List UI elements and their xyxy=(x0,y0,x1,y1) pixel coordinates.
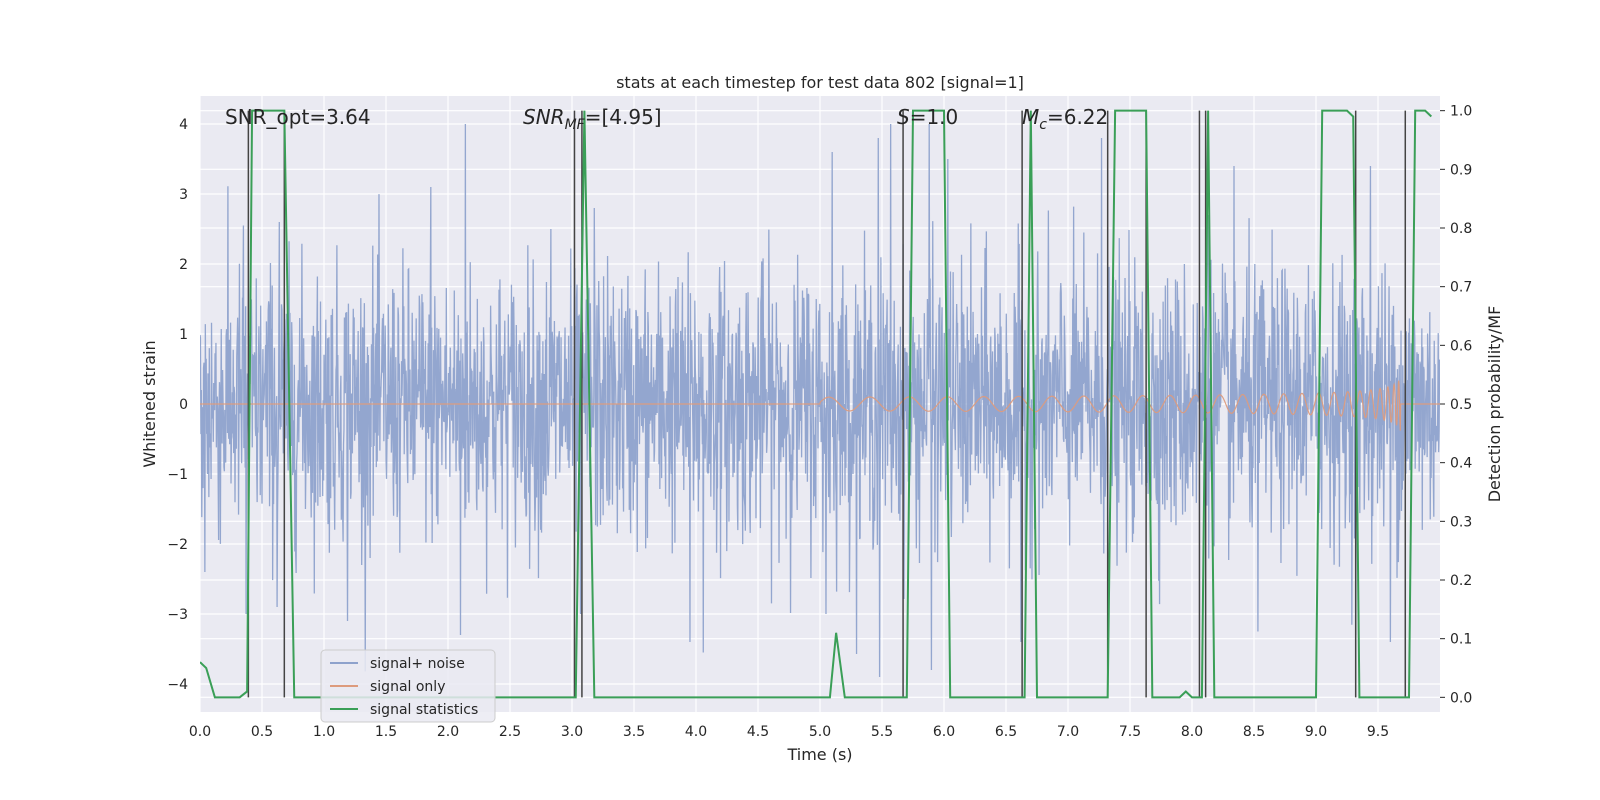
y2-tick-label: 0.0 xyxy=(1450,690,1472,706)
legend-label-signal-only: signal only xyxy=(370,679,445,695)
x-tick-label: 6.0 xyxy=(933,724,955,740)
series-signal-plus-noise xyxy=(200,123,1440,678)
x-axis-label: Time (s) xyxy=(786,745,852,764)
x-tick-label: 4.5 xyxy=(747,724,769,740)
x-tick-label: 3.5 xyxy=(623,724,645,740)
x-axis-ticks: 0.0 0.5 1.0 1.5 2.0 2.5 3.0 3.5 4.0 4.5 5.0 5.5 6.0 6… xyxy=(189,724,1389,740)
signal-statistics-line xyxy=(200,109,1433,699)
y2-tick-label: 0.9 xyxy=(1450,162,1472,178)
x-tick-label: 1.0 xyxy=(313,724,335,740)
y2-axis-ticks: 1.0 0.9 0.8 0.7 0.6 0.5 0.4 0.3 0.2 0.1 0.0 xyxy=(1440,104,1472,706)
y-tick-label: 3 xyxy=(179,187,188,203)
x-tick-label: 8.5 xyxy=(1243,724,1265,740)
x-tick-label: 2.0 xyxy=(437,724,459,740)
chart-title: stats at each timestep for test data 802… xyxy=(616,73,1024,92)
x-tick-label: 0.0 xyxy=(189,724,211,740)
x-tick-label: 7.0 xyxy=(1057,724,1079,740)
x-tick-label: 7.5 xyxy=(1119,724,1141,740)
y2-tick-label: 0.8 xyxy=(1450,221,1472,237)
y-tick-label: −2 xyxy=(167,537,188,553)
x-tick-label: 9.5 xyxy=(1367,724,1389,740)
y2-tick-label: 0.7 xyxy=(1450,280,1472,296)
series-signal-statistics xyxy=(200,109,1433,699)
y-tick-label: −4 xyxy=(167,677,188,693)
x-tick-label: 0.5 xyxy=(251,724,273,740)
y-tick-label: 4 xyxy=(179,117,188,133)
y-axis-ticks: 4 3 2 1 0 −1 −2 −3 −4 xyxy=(167,117,188,693)
y-tick-label: 1 xyxy=(179,327,188,343)
y-axis-label: Whitened strain xyxy=(140,340,159,467)
y-tick-label: 0 xyxy=(179,397,188,413)
y-tick-label: −3 xyxy=(167,607,188,623)
y2-tick-label: 0.3 xyxy=(1450,514,1472,530)
y-tick-label: 2 xyxy=(179,257,188,273)
x-tick-label: 6.5 xyxy=(995,724,1017,740)
y2-tick-label: 0.5 xyxy=(1450,397,1472,413)
x-tick-label: 3.0 xyxy=(561,724,583,740)
annotation-snr-mf: SNRMF=[4.95] xyxy=(523,105,662,133)
x-tick-label: 8.0 xyxy=(1181,724,1203,740)
legend-label-signal-plus-noise: signal+ noise xyxy=(370,656,465,672)
signal-only-line xyxy=(200,380,1440,431)
x-tick-label: 5.5 xyxy=(871,724,893,740)
y-tick-label: −1 xyxy=(167,467,188,483)
y2-tick-label: 0.2 xyxy=(1450,573,1472,589)
x-tick-label: 2.5 xyxy=(499,724,521,740)
y2-axis-label: Detection probability/MF xyxy=(1485,306,1504,503)
annotation-mc: Mc=6.22 xyxy=(1022,105,1108,133)
legend: signal+ noise signal only signal statist… xyxy=(320,649,496,723)
annotation-snr-opt: SNR_opt=3.64 xyxy=(225,105,371,129)
legend-label-signal-statistics: signal statistics xyxy=(370,702,478,718)
y2-tick-label: 1.0 xyxy=(1450,104,1472,120)
annotation-s: S=1.0 xyxy=(897,105,958,129)
x-tick-label: 5.0 xyxy=(809,724,831,740)
x-tick-label: 1.5 xyxy=(375,724,397,740)
y2-tick-label: 0.4 xyxy=(1450,456,1472,472)
series-signal-only xyxy=(200,380,1440,431)
signal-plus-noise-line xyxy=(200,123,1440,678)
y2-tick-label: 0.6 xyxy=(1450,338,1472,354)
x-tick-label: 9.0 xyxy=(1305,724,1327,740)
y2-tick-label: 0.1 xyxy=(1450,632,1472,648)
x-tick-label: 4.0 xyxy=(685,724,707,740)
